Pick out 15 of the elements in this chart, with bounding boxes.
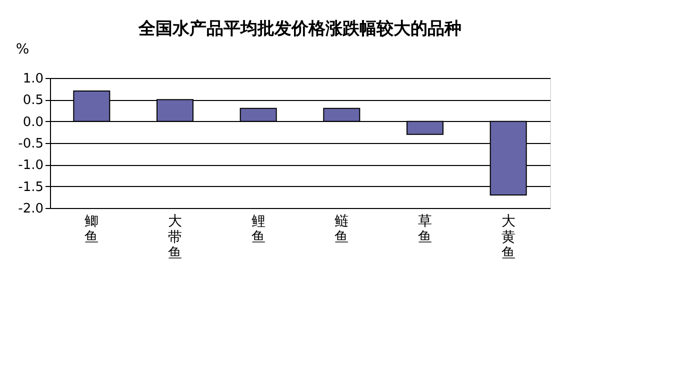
y-axis-title: % [16,42,30,58]
x-tick-label: 大黄鱼 [501,214,516,262]
x-tick-label: 草鱼 [418,214,432,246]
y-tick-label: 0.0 [22,114,44,130]
y-tick-label: 0.5 [22,93,44,108]
y-tick-label: -1.0 [18,158,44,174]
x-tick-label: 大带鱼 [168,214,182,262]
x-tick-label: 鲤鱼 [251,214,266,246]
x-tick-label: 鲫鱼 [84,214,99,246]
chart-title: 全国水产品平均批发价格涨跌幅较大的品种 [138,19,462,39]
y-tick-label: -0.5 [18,136,44,152]
x-tick-label: 鲢鱼 [334,214,349,246]
y-tick-label: -1.5 [18,180,44,195]
y-tick-label: -2.0 [18,202,44,216]
y-tick-label: 1.0 [22,72,44,86]
